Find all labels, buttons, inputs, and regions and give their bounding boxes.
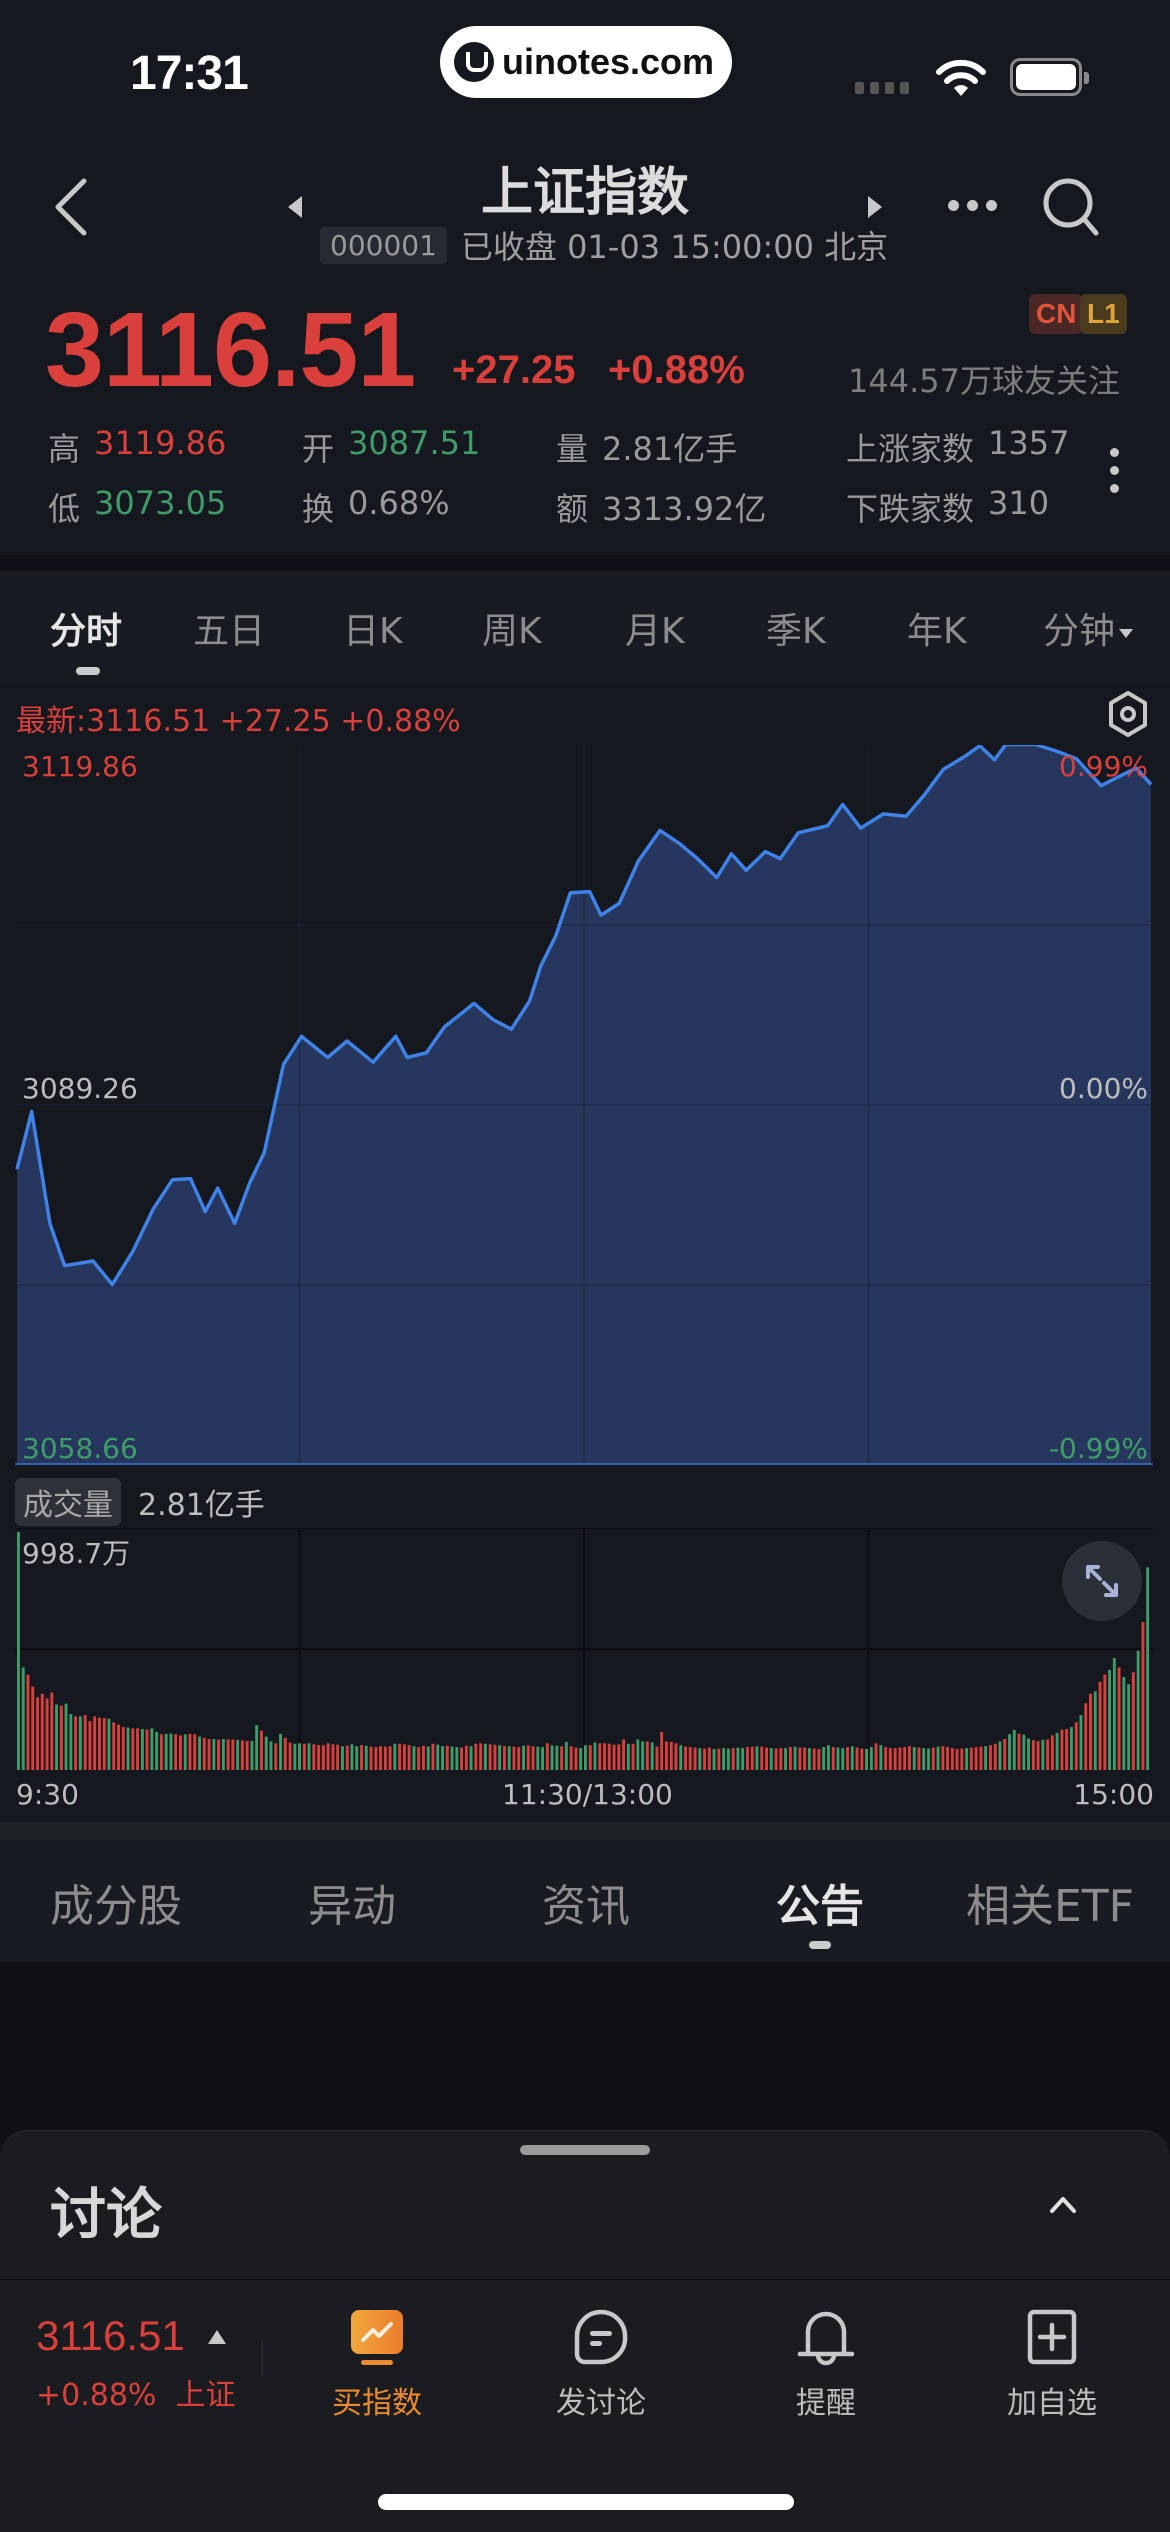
divider [0, 2279, 1170, 2280]
tab-minutes-dropdown[interactable]: 分钟 [1043, 602, 1134, 654]
buy-index-icon [351, 2310, 403, 2365]
time-axis-midday: 11:30/13:00 [502, 1778, 673, 1811]
up-triangle-icon [208, 2330, 226, 2344]
tab-five-day[interactable]: 五日 [193, 611, 266, 652]
volume-total: 2.81亿手 [138, 1488, 265, 1523]
next-index-arrow-icon[interactable] [868, 196, 882, 218]
page-title: 上证指数 [480, 163, 689, 223]
section-tabs [0, 1840, 1170, 1962]
stat-volume: 量 2.81亿手 [556, 430, 738, 468]
previous-index-arrow-icon[interactable] [288, 196, 302, 218]
buy-index-button[interactable]: 买指数 [307, 2308, 447, 2422]
tab-announcements[interactable]: 公告 [776, 1881, 864, 1932]
followers-count[interactable]: 144.57万球友关注 [848, 362, 1120, 400]
stat-open: 开 3087.51 [302, 424, 481, 468]
pct-axis-zero-label: 0.00% [1059, 1072, 1148, 1105]
price-change-percent: +0.88% [608, 348, 745, 392]
discussion-sheet [0, 2130, 1170, 2532]
cellular-signal-icon [855, 82, 909, 94]
section-divider [0, 1822, 1170, 1840]
wifi-icon [936, 59, 986, 96]
y-axis-high-label: 3119.86 [22, 750, 138, 783]
tab-intraday[interactable]: 分时 [50, 611, 123, 652]
level-badge-l1: L1 [1080, 294, 1127, 334]
chart-settings-icon[interactable] [1106, 690, 1150, 738]
more-stats-icon[interactable] [1110, 448, 1119, 493]
stat-turnover: 换 0.68% [302, 484, 450, 528]
market-status-text: 已收盘 01-03 15:00:00 北京 [460, 228, 889, 266]
pct-axis-low-label: -0.99% [1048, 1432, 1148, 1465]
tab-constituents[interactable]: 成分股 [50, 1881, 182, 1932]
stat-low: 低 3073.05 [48, 484, 227, 528]
active-tab-indicator [809, 1941, 831, 1949]
chevron-up-icon[interactable] [1048, 2194, 1078, 2214]
volume-max-label: 998.7万 [22, 1537, 131, 1570]
volume-bar-chart[interactable] [15, 1528, 1153, 1770]
chat-bubble-icon [574, 2309, 628, 2365]
index-code: 000001 [320, 226, 447, 264]
tab-related-etf[interactable]: 相关ETF [966, 1881, 1134, 1932]
time-axis-start: 9:30 [16, 1778, 79, 1811]
add-watchlist-button[interactable]: 加自选 [982, 2308, 1122, 2422]
watermark-logo-icon [454, 42, 494, 82]
y-axis-reference-label: 3089.26 [22, 1072, 138, 1105]
bottom-price: 3116.51 [36, 2312, 185, 2359]
intraday-price-chart[interactable] [15, 745, 1153, 1465]
stat-high: 高 3119.86 [48, 424, 227, 468]
post-discussion-button[interactable]: 发讨论 [531, 2308, 671, 2422]
search-icon[interactable] [1040, 175, 1104, 239]
stat-advancers: 上涨家数 1357 [846, 424, 1070, 468]
tab-quarterly-k[interactable]: 季K [766, 611, 826, 652]
market-badge-cn: CN [1029, 294, 1084, 334]
caret-down-icon [1119, 628, 1134, 638]
y-axis-low-label: 3058.66 [22, 1432, 138, 1465]
current-price: 3116.51 [45, 291, 416, 409]
add-square-icon [1027, 2309, 1077, 2365]
price-change: +27.25 [452, 348, 576, 392]
tab-news[interactable]: 资讯 [542, 1881, 630, 1932]
more-options-icon[interactable] [948, 200, 997, 211]
expand-arrows-icon [1086, 1565, 1118, 1597]
discussion-title: 讨论 [50, 2183, 162, 2248]
tab-daily-k[interactable]: 日K [343, 611, 403, 652]
tab-yearly-k[interactable]: 年K [907, 611, 967, 652]
section-divider [0, 555, 1170, 571]
fullscreen-button[interactable] [1062, 1541, 1142, 1621]
pct-axis-high-label: 0.99% [1059, 750, 1148, 783]
time-axis-end: 15:00 [1073, 1778, 1154, 1811]
period-tabs [0, 571, 1170, 681]
status-time: 17:31 [130, 47, 249, 100]
tab-movements[interactable]: 异动 [308, 1881, 396, 1932]
watermark-badge: uinotes.com [440, 26, 732, 98]
tab-weekly-k[interactable]: 周K [482, 611, 542, 652]
stat-decliners: 下跌家数 310 [846, 484, 1050, 528]
alert-button[interactable]: 提醒 [756, 2308, 896, 2422]
sheet-drag-handle[interactable] [520, 2145, 650, 2155]
stat-amount: 额 3313.92亿 [556, 490, 767, 528]
index-subtitle: 000001 已收盘 01-03 15:00:00 北京 [320, 222, 888, 268]
chart-latest-quote: 最新:3116.51 +27.25 +0.88% [16, 704, 461, 739]
bottom-change: +0.88% 上证 [36, 2378, 236, 2413]
home-indicator[interactable] [378, 2494, 794, 2510]
battery-icon [1010, 58, 1089, 96]
watermark-text: uinotes.com [502, 41, 715, 82]
volume-indicator-selector[interactable]: 成交量 [15, 1478, 121, 1526]
divider [262, 2340, 263, 2376]
active-tab-indicator [76, 667, 100, 675]
back-chevron-icon[interactable] [50, 175, 90, 239]
tab-monthly-k[interactable]: 月K [625, 611, 685, 652]
bell-icon [797, 2311, 855, 2366]
